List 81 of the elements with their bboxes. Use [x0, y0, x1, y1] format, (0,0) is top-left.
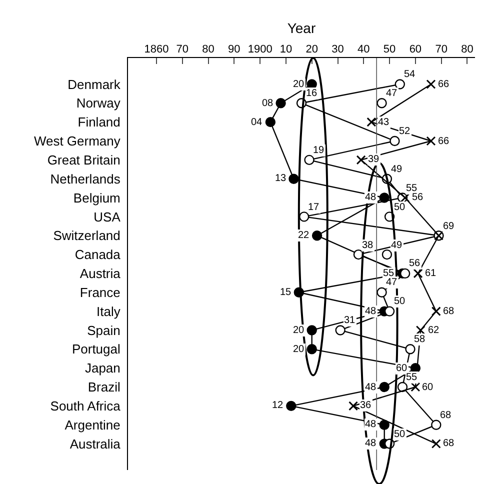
data-label: 22: [298, 230, 310, 241]
data-label: 50: [394, 296, 406, 307]
data-label: 20: [293, 325, 305, 336]
data-label: 66: [438, 79, 450, 90]
y-tick-label: Finland: [78, 114, 120, 130]
y-tick-label: Denmark: [68, 76, 121, 92]
x-tick-label: 50: [383, 44, 396, 56]
data-label: 39: [368, 154, 380, 165]
data-label: 13: [275, 173, 287, 184]
data-label: 48: [365, 438, 377, 449]
x-tick-label: 1900: [248, 44, 272, 56]
data-label: 16: [306, 88, 318, 99]
y-tick-label: Brazil: [88, 380, 121, 395]
y-tick-label: USA: [94, 209, 121, 224]
data-label: 68: [440, 410, 452, 421]
data-label: 08: [262, 98, 274, 109]
y-tick-label: South Africa: [50, 398, 122, 414]
data-label: 68: [443, 438, 455, 449]
y-tick-label: Canada: [74, 247, 122, 262]
y-tick-label: Norway: [76, 96, 121, 111]
data-label: 43: [378, 117, 390, 128]
data-label: 55: [406, 372, 418, 383]
data-label: 54: [404, 69, 416, 80]
data-label: 20: [293, 79, 305, 90]
data-label: 17: [308, 202, 320, 213]
y-tick-label: Netherlands: [50, 171, 121, 186]
data-label: 55: [383, 268, 395, 279]
data-label: 58: [414, 334, 426, 345]
data-label: 48: [365, 192, 377, 203]
x-tick-label: 70: [435, 44, 448, 56]
y-tick-label: Great Britain: [47, 152, 120, 168]
data-label: 60: [422, 382, 434, 393]
y-tick-label: Australia: [70, 436, 122, 452]
x-axis-title: Year: [287, 20, 316, 36]
data-label: 61: [425, 268, 437, 279]
y-tick-label: France: [80, 284, 120, 300]
y-tick-label: Portugal: [72, 342, 121, 357]
data-label: 56: [409, 258, 421, 269]
data-label: 69: [443, 221, 455, 232]
data-label: 62: [428, 325, 440, 336]
x-tick-label: 80: [461, 44, 474, 56]
data-label: 47: [386, 88, 398, 99]
data-label: 48: [365, 382, 377, 393]
data-label: 50: [394, 202, 406, 213]
data-label: 47: [386, 277, 398, 288]
data-label: 19: [313, 145, 325, 156]
data-label: 48: [365, 306, 377, 317]
data-label: 12: [272, 400, 284, 411]
x-tick-label: 70: [176, 44, 189, 56]
y-tick-label: Argentine: [64, 417, 120, 432]
x-tick-label: 20: [306, 44, 318, 56]
y-tick-label: Belgium: [73, 190, 120, 206]
data-label: 31: [344, 315, 356, 326]
x-tick-label: 30: [332, 44, 344, 56]
data-label: 49: [391, 240, 403, 251]
y-tick-label: Switzerland: [53, 228, 120, 244]
data-label: 20: [293, 344, 305, 355]
x-tick-label: 1860: [144, 44, 169, 56]
x-tick-label: 40: [358, 44, 370, 56]
x-tick-label: 60: [409, 44, 422, 56]
y-tick-label: Japan: [84, 360, 120, 376]
y-tick-label: Spain: [87, 322, 120, 338]
data-label: 38: [362, 240, 374, 251]
y-tick-label: Austria: [80, 266, 122, 282]
x-tick-label: 90: [228, 44, 240, 56]
data-label: 68: [443, 306, 455, 317]
y-tick-label: West Germany: [34, 134, 121, 149]
data-label: 56: [412, 192, 424, 203]
data-label: 48: [365, 419, 377, 430]
data-label: 55: [406, 183, 418, 194]
data-label: 15: [280, 287, 292, 298]
x-tick-label: 10: [280, 44, 292, 56]
data-label: 36: [360, 400, 372, 411]
data-label: 52: [399, 126, 411, 137]
x-tick-label: 80: [202, 44, 214, 56]
data-label: 50: [394, 429, 406, 440]
data-label: 49: [391, 164, 403, 175]
data-label: 66: [438, 136, 450, 147]
data-label: 60: [396, 363, 408, 374]
data-label: 04: [251, 117, 263, 128]
y-tick-label: Italy: [96, 304, 121, 319]
